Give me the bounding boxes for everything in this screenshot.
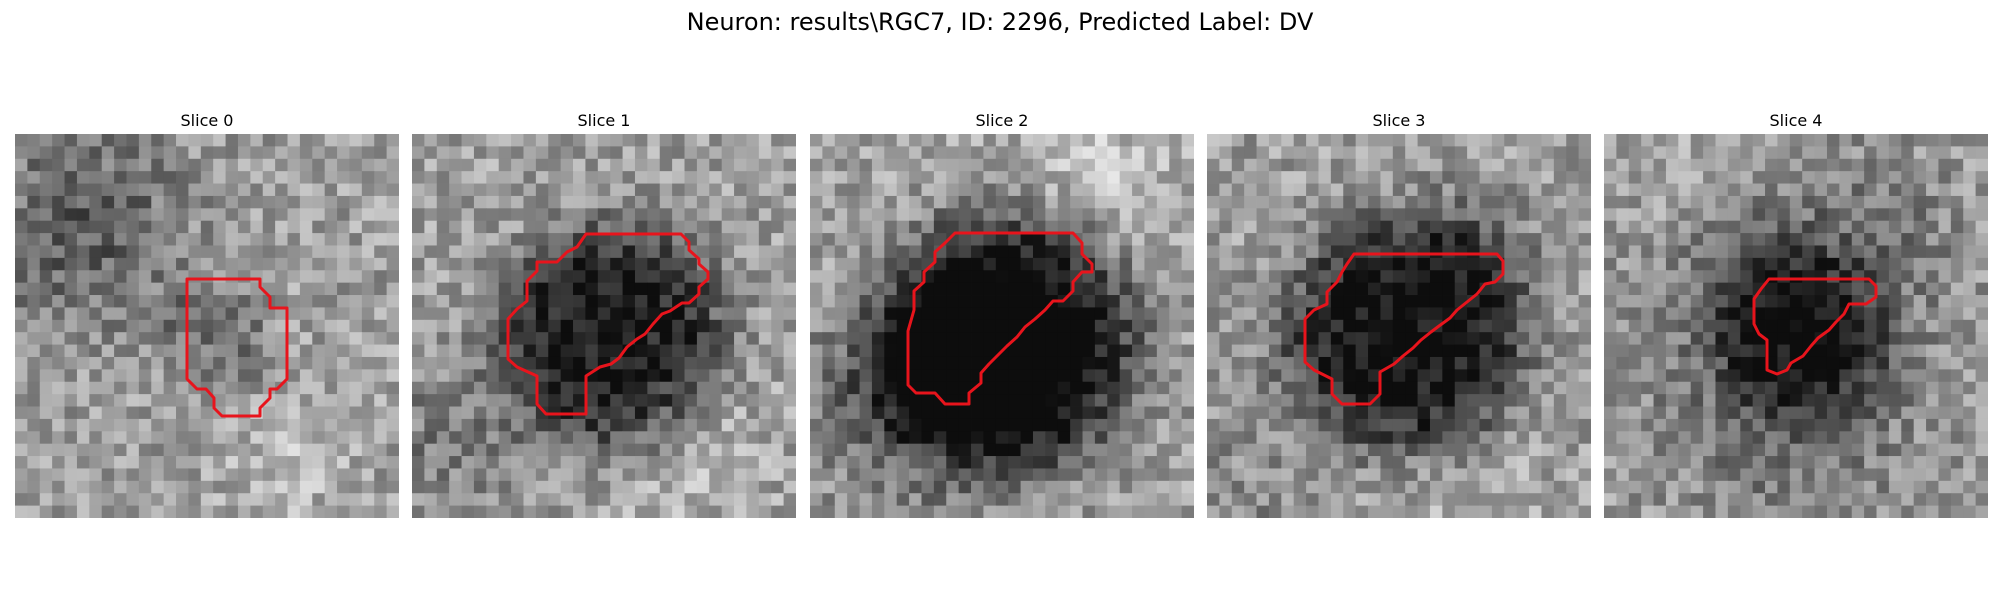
figure-title: Neuron: results\RGC7, ID: 2296, Predicte… bbox=[686, 8, 1314, 36]
slice-image bbox=[1207, 134, 1591, 518]
slice-image bbox=[15, 134, 399, 518]
segmentation-contour bbox=[1752, 277, 1878, 376]
slice-title: Slice 2 bbox=[975, 111, 1029, 130]
slice-image bbox=[810, 134, 1194, 518]
slice-title: Slice 1 bbox=[577, 111, 631, 130]
slice-title: Slice 4 bbox=[1769, 111, 1823, 130]
segmentation-contour bbox=[906, 231, 1094, 406]
slice-title: Slice 0 bbox=[180, 111, 234, 130]
slice-title: Slice 3 bbox=[1372, 111, 1426, 130]
segmentation-contour bbox=[185, 277, 289, 418]
segmentation-contour bbox=[1303, 252, 1505, 406]
segmentation-contour bbox=[506, 232, 710, 416]
slice-image bbox=[412, 134, 796, 518]
slice-image bbox=[1604, 134, 1988, 518]
